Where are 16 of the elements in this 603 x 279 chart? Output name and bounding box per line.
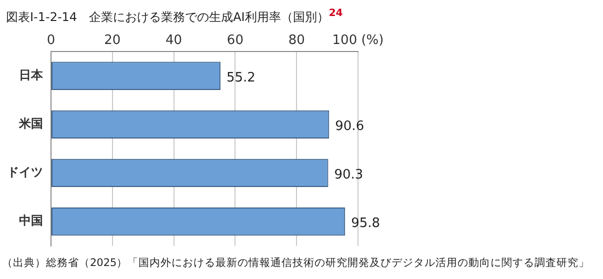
data-label: 55.2: [226, 70, 256, 86]
y-tick-label: 中国: [19, 214, 43, 228]
chart-title: 図表Ⅰ-1-2-14 企業における業務での生成AI利用率（国別）$^{24}$: [6, 8, 343, 26]
data-label: 90.3: [334, 167, 364, 182]
x-tick-label: 100 (%): [332, 33, 384, 48]
x-tick-label: 80: [288, 33, 305, 48]
y-tick-label: ドイツ: [7, 165, 43, 180]
y-tick-label: 日本: [19, 68, 44, 82]
data-label: 95.8: [351, 216, 380, 231]
x-tick-label: 40: [166, 33, 182, 48]
data-label: 90.6: [335, 118, 364, 134]
x-tick-label: 60: [226, 33, 244, 48]
x-tick-label: 0: [46, 33, 56, 48]
x-tick-label: 20: [104, 33, 121, 48]
y-tick-label: 米国: [18, 116, 43, 131]
text: （出典）総務省（2025）「国内外における最新の情報通信技術の研究開発及びデジタル活用の動向に関する調査研究」: [2, 256, 590, 270]
